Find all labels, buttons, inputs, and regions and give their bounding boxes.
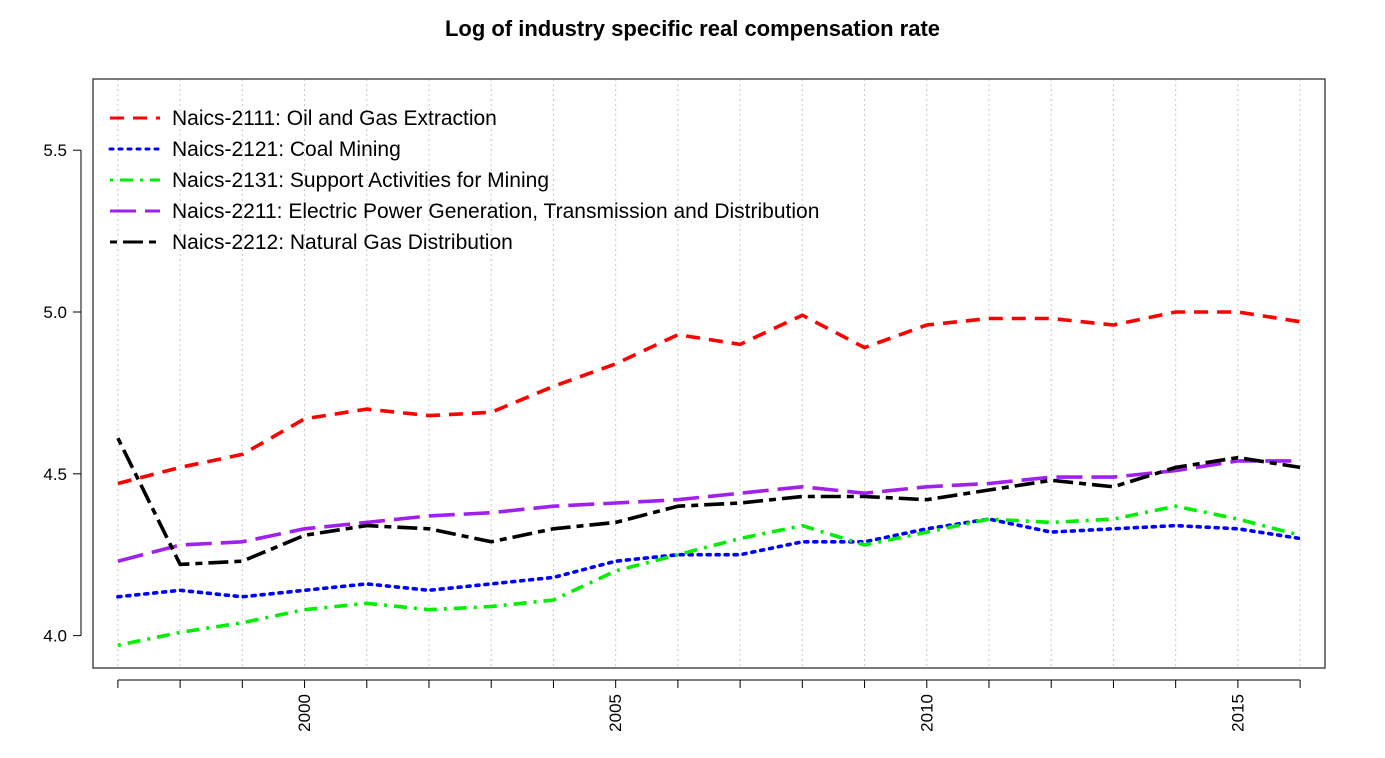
grid-lines [117,79,1301,668]
series-line-3 [117,504,1301,648]
plot-frame [92,78,1326,669]
series-line-2 [116,517,1302,599]
series-line-1 [117,310,1301,486]
legend: Naics-2111: Oil and Gas Extraction Naics-… [108,107,819,254]
x-tick-label: 2015 [1228,694,1247,732]
series-line-5 [116,437,1301,567]
y-tick-label: 5.0 [43,303,67,322]
legend-label: Naics-2111: Oil and Gas Extraction [172,107,497,130]
series-lines [116,310,1302,648]
legend-label: Naics-2211: Electric Power Generation, T… [172,200,819,223]
axes: 4.0 4.5 5.0 5.5 2000 2005 2010 2015 [43,141,1301,732]
series-line-4 [117,459,1301,563]
legend-label: Naics-2121: Coal Mining [172,138,401,161]
chart-title: Log of industry specific real compensati… [444,16,941,41]
legend-label: Naics-2212: Natural Gas Distribution [172,231,513,254]
y-tick-label: 4.0 [43,627,67,646]
legend-label: Naics-2131: Support Activities for Minin… [172,169,549,192]
x-tick-label: 2000 [295,694,314,732]
y-tick-label: 5.5 [43,141,67,160]
x-tick-label: 2010 [917,694,936,732]
y-tick-label: 4.5 [43,465,67,484]
x-tick-label: 2005 [606,694,625,732]
